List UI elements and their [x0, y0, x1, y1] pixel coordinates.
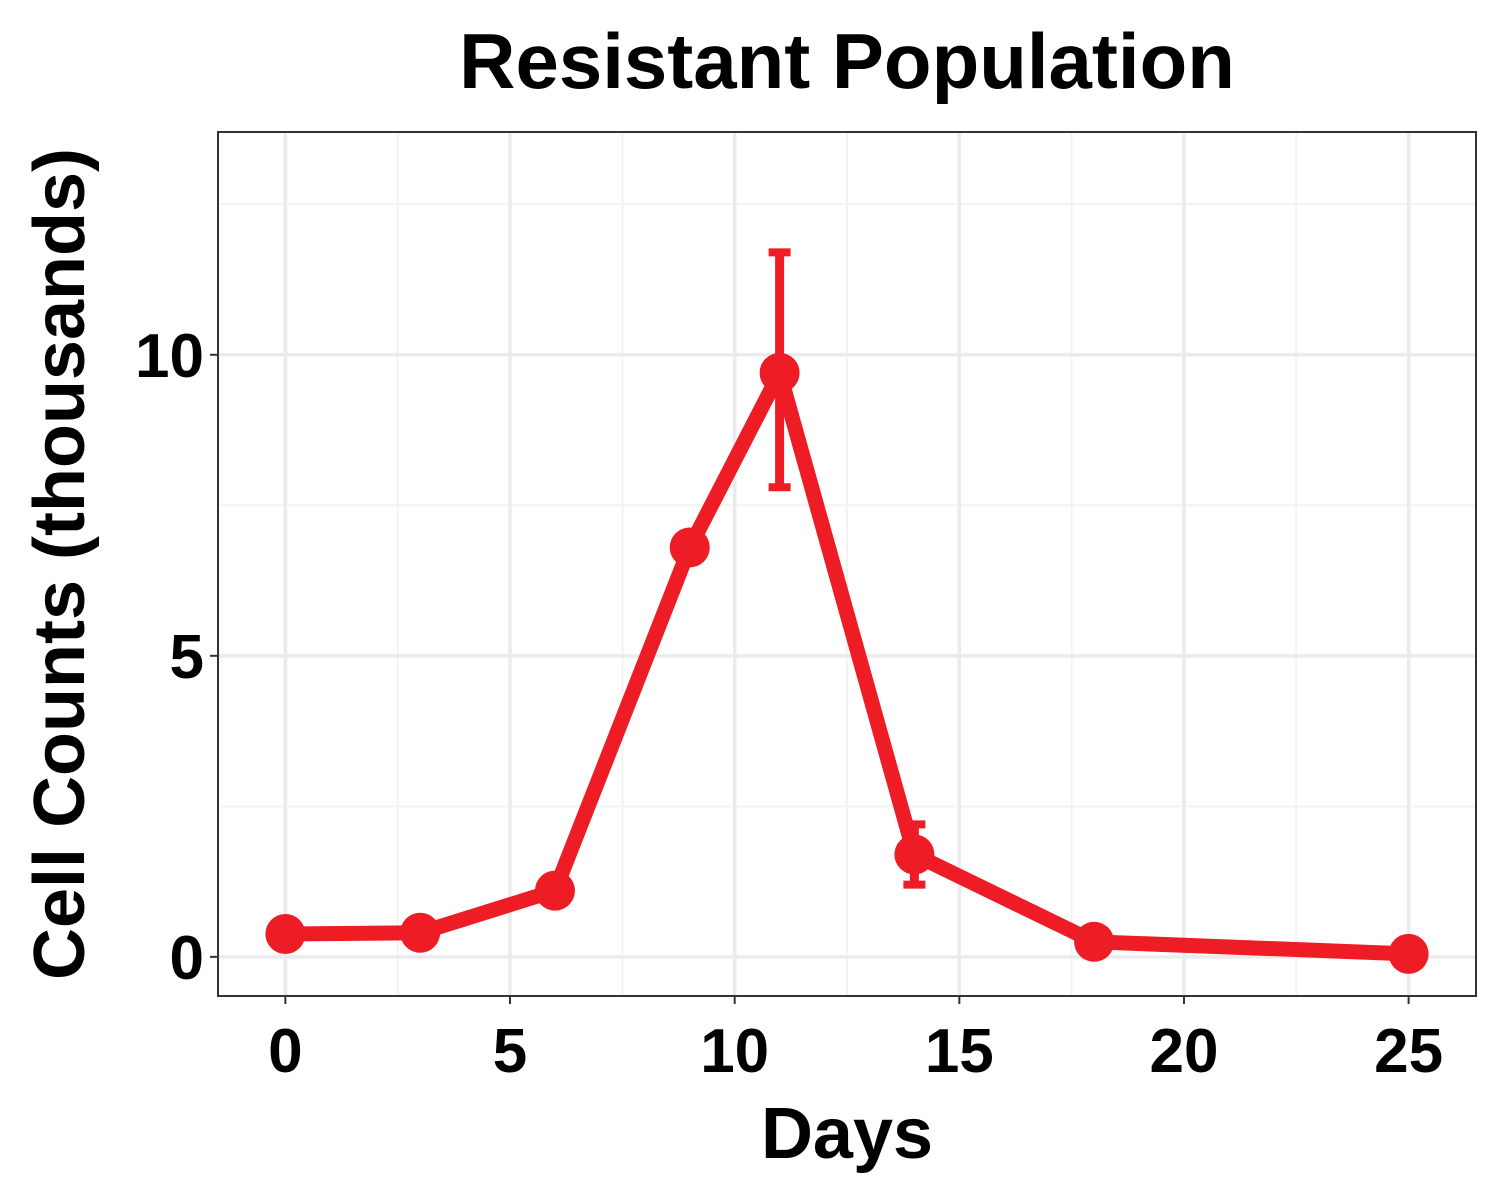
chart-title: Resistant Population — [459, 17, 1235, 105]
y-axis-title: Cell Counts (thousands) — [20, 148, 100, 980]
data-point — [894, 834, 935, 875]
data-point — [1074, 921, 1115, 962]
x-tick-label: 10 — [700, 1017, 769, 1086]
x-tick-label: 25 — [1374, 1017, 1443, 1086]
data-point — [669, 527, 710, 568]
data-point — [265, 913, 306, 954]
plot-panel-border — [217, 131, 1477, 997]
y-tick-label: 5 — [170, 623, 204, 692]
data-point — [534, 870, 575, 911]
x-tick-label: 5 — [493, 1017, 527, 1086]
data-point — [1388, 933, 1429, 974]
x-tick-label: 15 — [925, 1017, 994, 1086]
series-plot — [265, 248, 1429, 974]
x-tick-label: 0 — [268, 1017, 302, 1086]
axis-ticks: 0 5 10 15 20 25 0 5 10 — [135, 322, 1443, 1086]
data-point — [400, 912, 441, 953]
y-tick-label: 10 — [135, 322, 204, 391]
x-axis-title: Days — [761, 1094, 933, 1174]
series-line — [277, 365, 1417, 962]
major-grid — [218, 132, 1476, 996]
minor-grid — [218, 132, 1476, 996]
data-point — [759, 352, 800, 393]
x-tick-label: 20 — [1149, 1017, 1218, 1086]
y-tick-label: 0 — [170, 924, 204, 993]
